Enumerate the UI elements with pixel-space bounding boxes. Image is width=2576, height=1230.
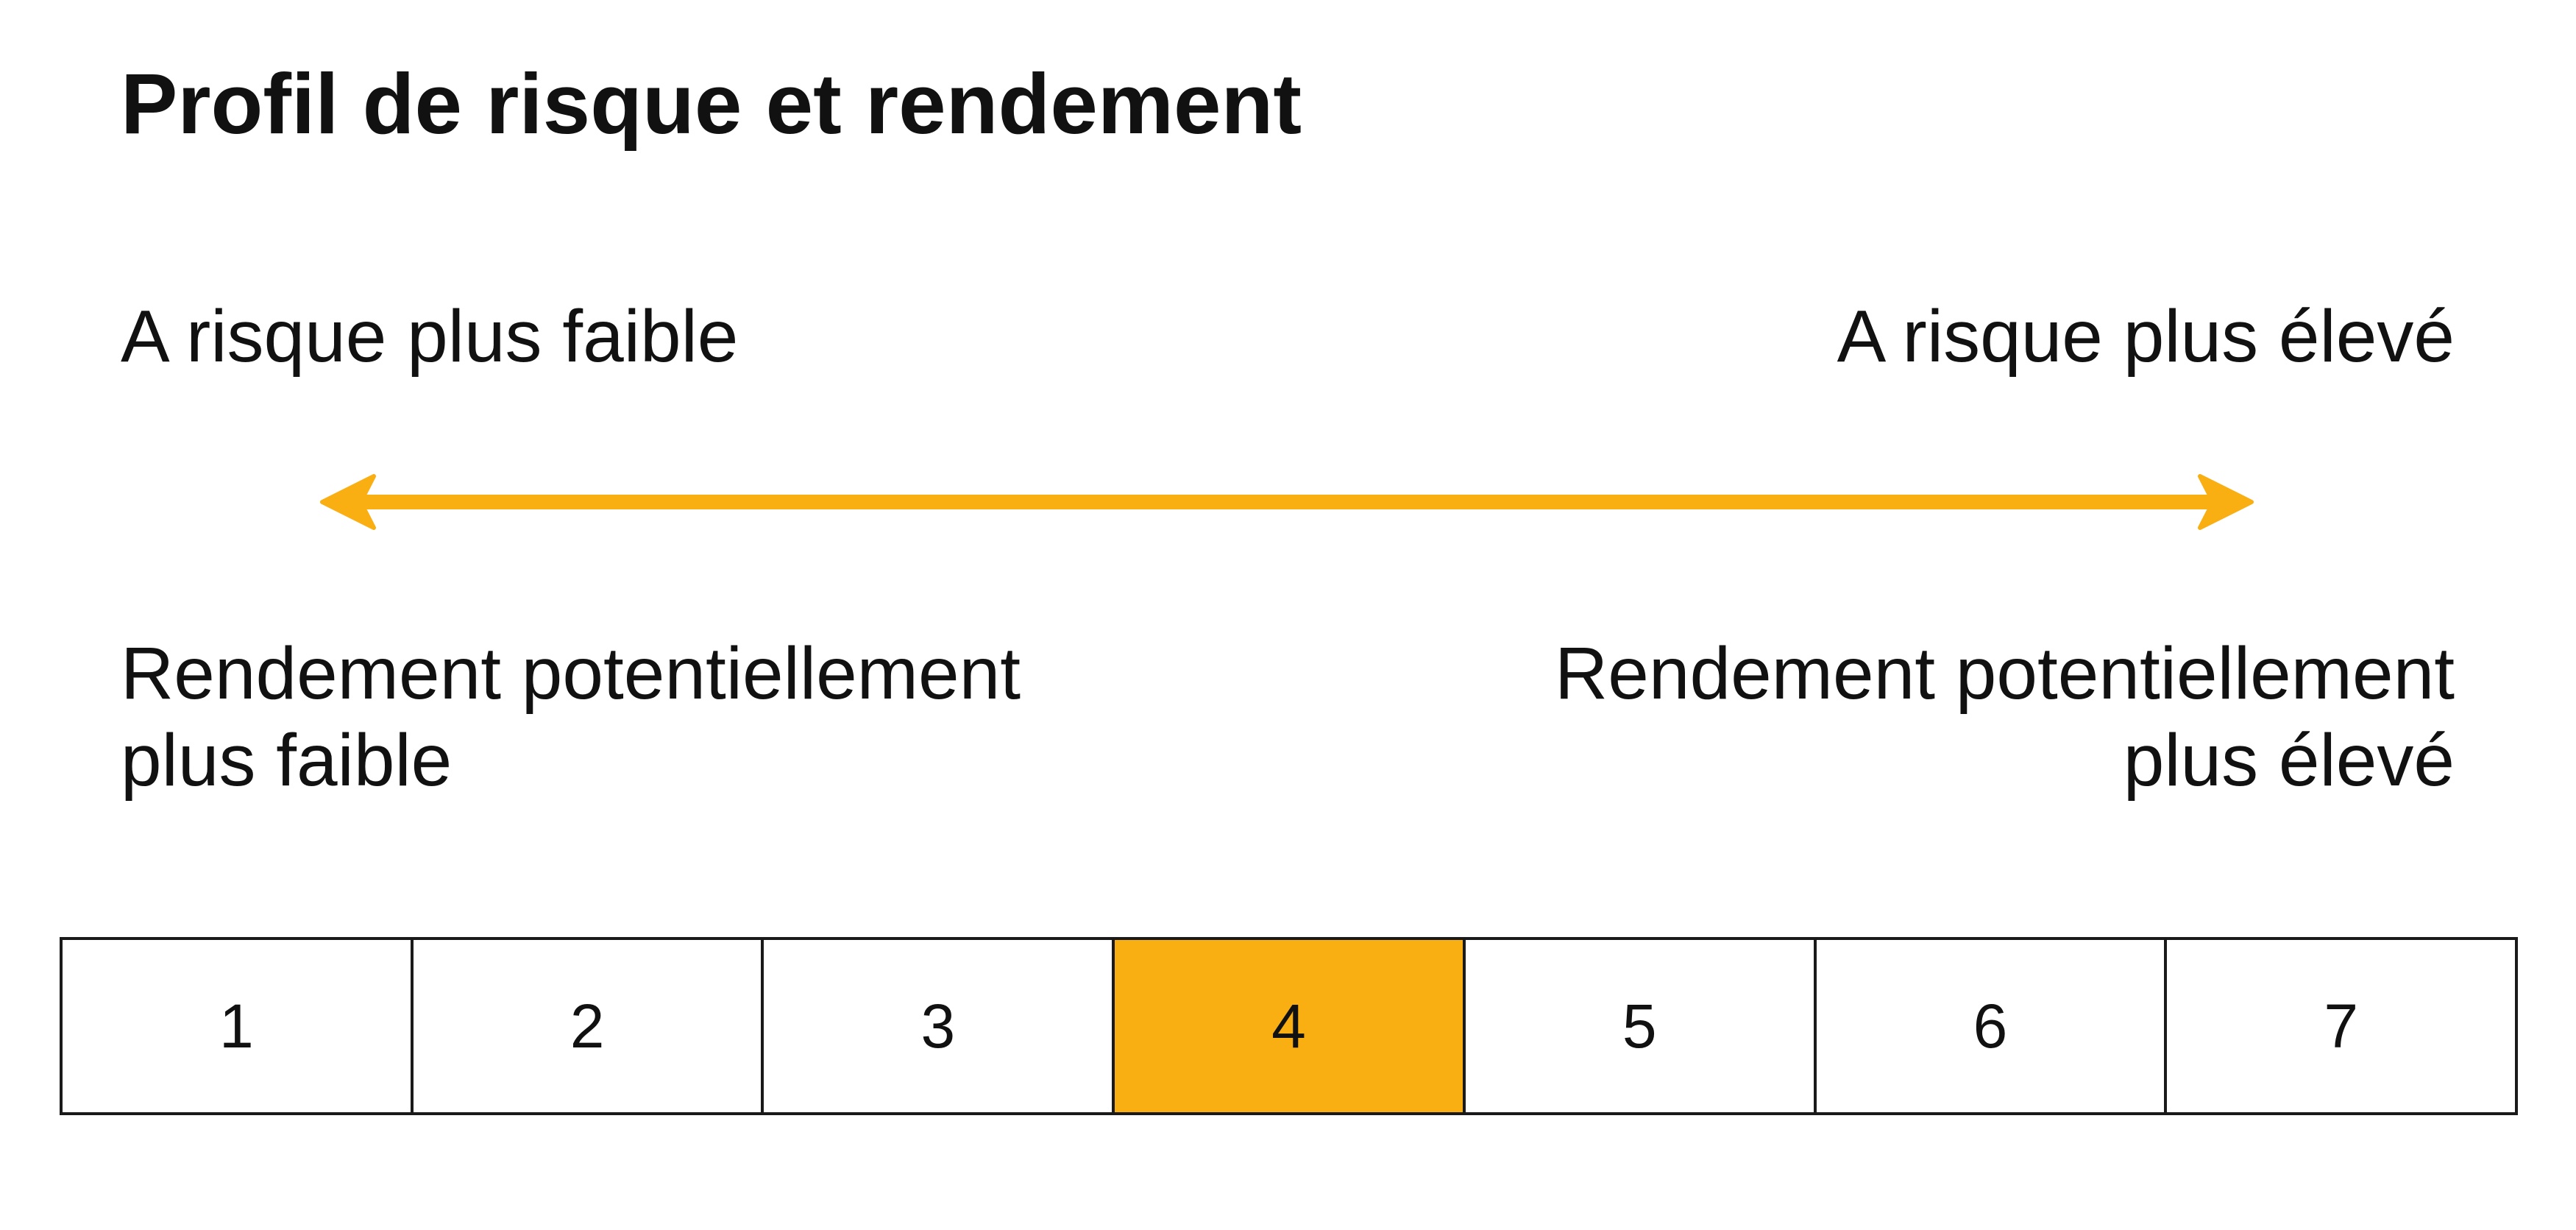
lower-return-line-1: Rendement potentiellement [121,632,1021,715]
lower-risk-label: A risque plus faible [121,295,739,378]
risk-level-3: 3 [764,940,1115,1112]
risk-level-5: 5 [1465,940,1817,1112]
higher-risk-label: A risque plus élevé [1837,295,2455,378]
risk-level-2: 2 [413,940,764,1112]
risk-level-4: 4 [1115,940,1466,1112]
higher-return-line-1: Rendement potentiellement [1555,632,2455,715]
page-title: Profil de risque et rendement [121,56,1302,152]
risk-level-7: 7 [2167,940,2516,1112]
higher-return-label: Rendement potentiellement plus élevé [1555,630,2455,804]
risk-scale: 1 2 3 4 5 6 7 [60,937,2518,1115]
lower-return-line-2: plus faible [121,719,453,802]
risk-level-6: 6 [1816,940,2168,1112]
higher-return-line-2: plus élevé [2123,719,2455,802]
lower-return-label: Rendement potentiellement plus faible [121,630,1021,804]
arrow-head-left [320,474,376,530]
arrow-head-right [2198,474,2254,530]
risk-level-1: 1 [63,940,414,1112]
